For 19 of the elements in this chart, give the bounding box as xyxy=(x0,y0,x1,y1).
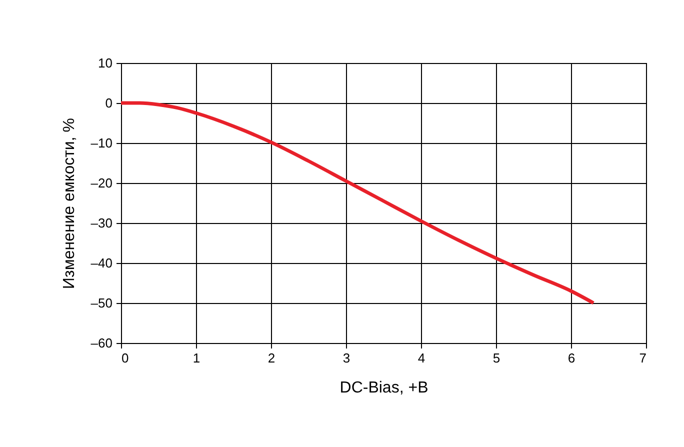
x-tick-label: 7 xyxy=(639,350,646,366)
x-tick-label: 0 xyxy=(122,350,129,366)
y-tick-label: 0 xyxy=(105,96,112,110)
y-tick-label: 10 xyxy=(98,56,112,70)
y-tick-label: –30 xyxy=(90,216,112,230)
x-tick-label: 4 xyxy=(418,350,426,366)
y-tick-label: –40 xyxy=(90,256,112,270)
line-series xyxy=(119,101,596,305)
x-tick-label: 1 xyxy=(192,350,200,366)
x-tick-label: 3 xyxy=(342,350,350,366)
x-tick-label: 2 xyxy=(268,350,276,366)
x-tick-label: 6 xyxy=(568,350,576,366)
x-tick-label: 5 xyxy=(492,350,500,366)
y-axis-title: Изменение емкости, % xyxy=(60,118,78,289)
y-tick-label: –10 xyxy=(90,136,112,150)
x-axis-title: DC-Bias, +В xyxy=(340,380,428,396)
y-tick-label: –50 xyxy=(90,296,112,310)
y-tick-label: –60 xyxy=(90,336,112,350)
y-tick-label: –20 xyxy=(90,176,112,190)
